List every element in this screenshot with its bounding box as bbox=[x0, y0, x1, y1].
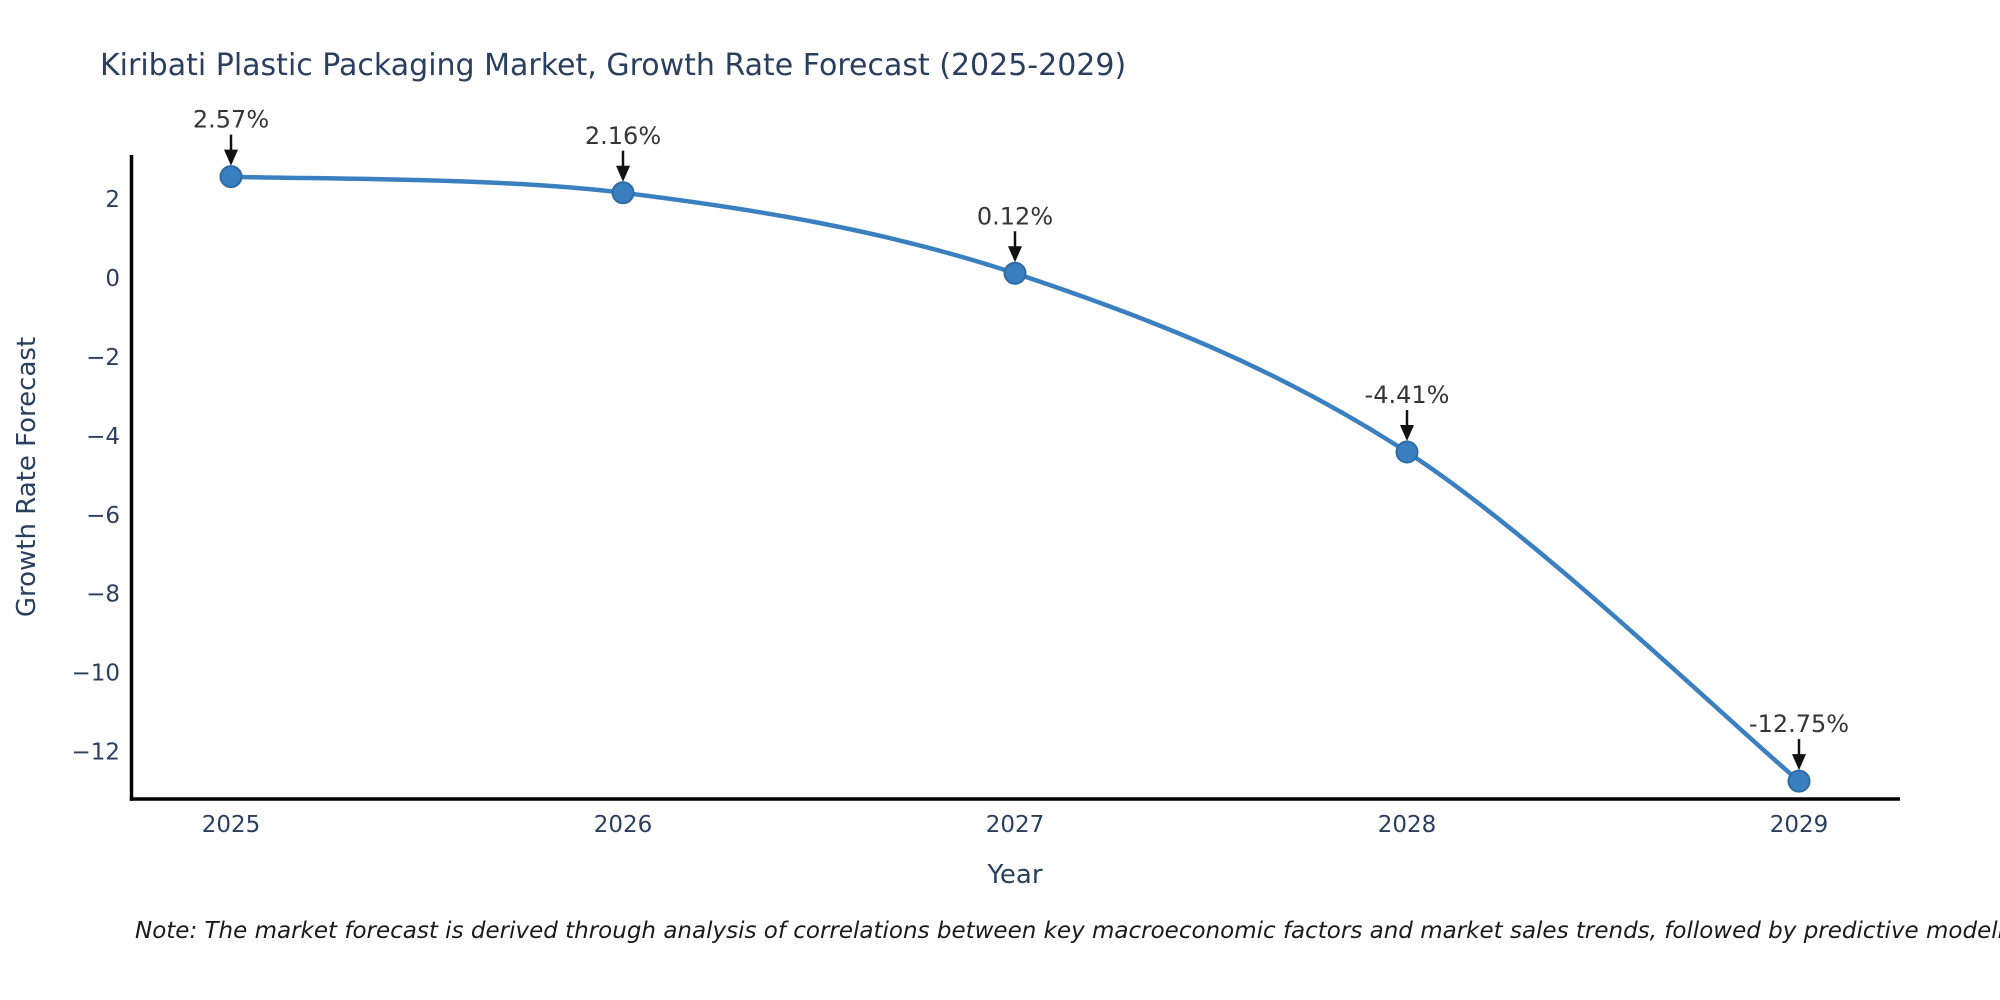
x-tick-label: 2027 bbox=[986, 812, 1045, 838]
y-tick-label: 2 bbox=[105, 187, 120, 213]
x-tick-label: 2025 bbox=[202, 812, 261, 838]
annotation-label: 2.16% bbox=[585, 122, 661, 150]
y-tick-label: −8 bbox=[86, 582, 120, 608]
x-axis-title: Year bbox=[987, 860, 1043, 890]
x-tick-label: 2026 bbox=[594, 812, 653, 838]
data-point-marker bbox=[1395, 440, 1419, 464]
chart-title: Kiribati Plastic Packaging Market, Growt… bbox=[100, 48, 1127, 83]
y-tick-label: −10 bbox=[71, 661, 120, 687]
annotation-arrowhead bbox=[224, 149, 238, 166]
annotation-arrowhead bbox=[1792, 754, 1806, 771]
annotation-label: 0.12% bbox=[977, 202, 1053, 230]
data-point-marker bbox=[219, 165, 243, 189]
annotation-arrowhead bbox=[1008, 246, 1022, 263]
x-tick-label: 2029 bbox=[1770, 812, 1829, 838]
annotation-label: -4.41% bbox=[1365, 381, 1450, 409]
data-point-marker bbox=[1787, 769, 1811, 793]
footnote-text: Note: The market forecast is derived thr… bbox=[135, 918, 2000, 944]
y-tick-label: −6 bbox=[86, 503, 120, 529]
y-tick-label: −2 bbox=[86, 345, 120, 371]
x-tick-label: 2028 bbox=[1378, 812, 1437, 838]
annotation-label: -12.75% bbox=[1749, 710, 1849, 738]
y-tick-label: 0 bbox=[105, 266, 120, 292]
y-tick-label: −4 bbox=[86, 424, 120, 450]
data-point-marker bbox=[1003, 261, 1027, 285]
annotation-label: 2.57% bbox=[193, 106, 269, 134]
data-point-marker bbox=[611, 181, 635, 205]
y-tick-label: −12 bbox=[71, 740, 120, 766]
annotation-arrowhead bbox=[616, 165, 630, 182]
annotation-arrowhead bbox=[1400, 425, 1414, 442]
